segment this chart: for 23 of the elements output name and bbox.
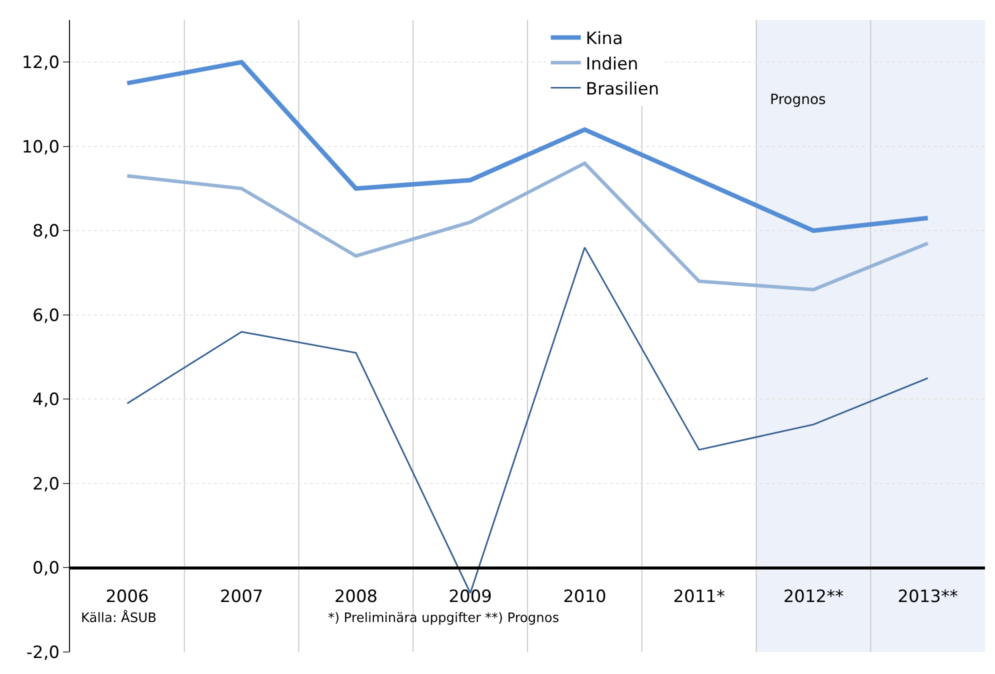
band-label: Prognos [770, 92, 826, 108]
x-tick-label: 2009 [448, 587, 492, 608]
line-series [125, 162, 930, 292]
annotation: Källa: ÅSUB [81, 609, 157, 626]
x-tick-label: 2006 [106, 587, 149, 608]
y-tick-label: 10,0 [22, 137, 60, 158]
legend-label: Kina [586, 29, 623, 50]
y-tick-label: -2,0 [26, 642, 60, 663]
legend-label: Indien [586, 54, 638, 74]
x-tick-label: 2011* [673, 587, 725, 608]
x-tick-label: 2010 [563, 587, 606, 608]
y-tick-label: 2,0 [32, 474, 60, 494]
x-tick-label: 2012** [783, 587, 844, 608]
x-tick-label: 2007 [220, 587, 264, 608]
y-tick-label: 4,0 [32, 390, 60, 410]
legend-label: Brasilien [586, 79, 660, 100]
x-tick-label: 2013** [898, 587, 958, 608]
annotation: *) Preliminära uppgifter **) Prognos [328, 611, 560, 626]
y-tick-label: 6,0 [32, 306, 60, 326]
y-tick-label: 12,0 [22, 53, 60, 74]
x-tick-label: 2008 [334, 587, 378, 608]
y-tick-label: 0,0 [32, 558, 60, 579]
y-tick-label: 8,0 [32, 222, 60, 242]
